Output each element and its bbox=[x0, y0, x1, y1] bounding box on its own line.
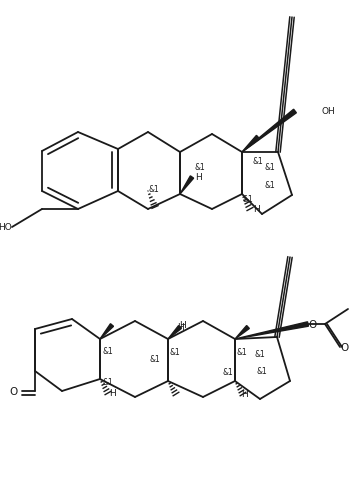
Text: O: O bbox=[340, 342, 348, 352]
Text: &1: &1 bbox=[257, 367, 267, 376]
Text: &1: &1 bbox=[223, 368, 233, 377]
Text: H: H bbox=[241, 390, 247, 399]
Text: &1: &1 bbox=[265, 181, 275, 190]
Text: &1: &1 bbox=[253, 157, 263, 166]
Text: HO: HO bbox=[0, 223, 12, 232]
Text: H: H bbox=[195, 173, 201, 182]
Text: O: O bbox=[308, 319, 316, 329]
Text: H: H bbox=[179, 321, 185, 330]
Text: OH: OH bbox=[322, 107, 336, 116]
Text: &1: &1 bbox=[149, 185, 159, 194]
Polygon shape bbox=[235, 326, 250, 339]
Polygon shape bbox=[235, 322, 309, 339]
Polygon shape bbox=[180, 177, 194, 195]
Text: &1: &1 bbox=[243, 195, 253, 204]
Text: O: O bbox=[10, 386, 18, 396]
Polygon shape bbox=[242, 136, 260, 153]
Polygon shape bbox=[100, 324, 113, 339]
Text: &1: &1 bbox=[265, 163, 275, 172]
Text: &1: &1 bbox=[255, 350, 265, 359]
Text: H: H bbox=[108, 389, 115, 398]
Text: H: H bbox=[176, 323, 183, 332]
Polygon shape bbox=[242, 110, 296, 153]
Text: &1: &1 bbox=[103, 378, 113, 386]
Text: &1: &1 bbox=[237, 348, 247, 357]
Text: &1: &1 bbox=[170, 348, 180, 357]
Text: &1: &1 bbox=[195, 163, 205, 172]
Text: &1: &1 bbox=[103, 347, 113, 356]
Text: &1: &1 bbox=[150, 355, 160, 364]
Polygon shape bbox=[168, 326, 182, 339]
Text: H: H bbox=[253, 205, 260, 214]
